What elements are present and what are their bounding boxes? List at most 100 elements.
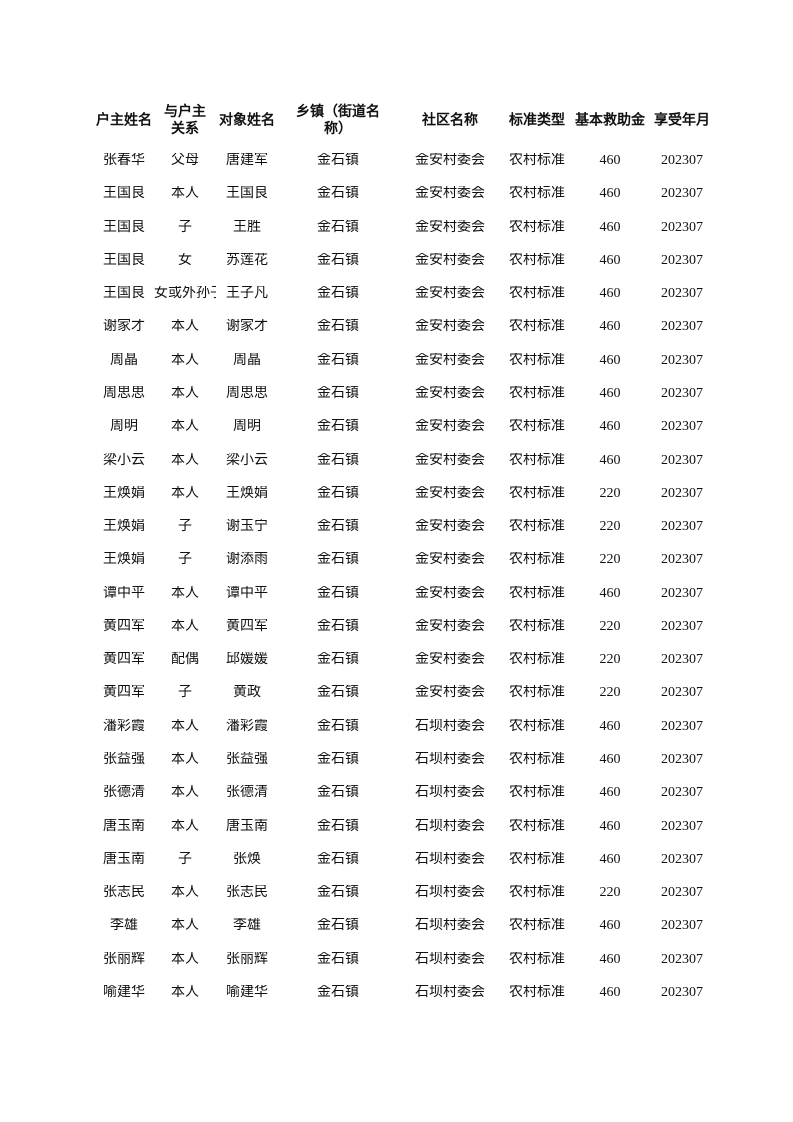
relation: 本人 — [171, 985, 199, 1000]
member-name: 周晶 — [233, 352, 261, 368]
period: 202307 — [661, 818, 703, 834]
allowance: 460 — [599, 918, 621, 934]
owner-name: 唐玉南 — [103, 818, 145, 834]
member-name: 张丽辉 — [226, 951, 268, 967]
town: 金石镇 — [317, 552, 359, 568]
allowance: 220 — [599, 618, 621, 634]
owner-name: 周晶 — [110, 352, 138, 368]
relation: 本人 — [171, 319, 199, 335]
period: 202307 — [661, 419, 703, 435]
owner-name: 李雄 — [110, 918, 138, 934]
community: 金安村委会 — [415, 219, 485, 235]
owner-name: 谭中平 — [103, 585, 145, 601]
period: 202307 — [661, 485, 703, 501]
allowance: 460 — [599, 785, 621, 801]
community: 金安村委会 — [415, 419, 485, 435]
period: 202307 — [661, 885, 703, 901]
standard-type: 农村标准 — [509, 585, 565, 601]
community: 石坝村委会 — [415, 918, 485, 934]
community: 石坝村委会 — [415, 785, 485, 801]
town: 金石镇 — [317, 885, 359, 901]
owner-name: 张春华 — [103, 153, 145, 168]
allowance: 460 — [599, 419, 621, 435]
member-name: 李雄 — [233, 918, 261, 934]
member-name: 周思思 — [226, 385, 268, 401]
town: 金石镇 — [317, 951, 359, 967]
standard-type: 农村标准 — [509, 818, 565, 834]
period: 202307 — [661, 519, 703, 535]
allowance: 220 — [599, 519, 621, 535]
relation: 本人 — [171, 918, 199, 934]
allowance: 460 — [599, 752, 621, 768]
town: 金石镇 — [317, 219, 359, 235]
period: 202307 — [661, 153, 703, 168]
owner-name: 张志民 — [103, 885, 145, 901]
town: 金石镇 — [317, 252, 359, 268]
standard-type: 农村标准 — [509, 219, 565, 235]
standard-type: 农村标准 — [509, 918, 565, 934]
allowance: 220 — [599, 685, 621, 701]
period: 202307 — [661, 319, 703, 335]
owner-name: 唐玉南 — [103, 851, 145, 867]
town: 金石镇 — [317, 685, 359, 701]
community: 金安村委会 — [415, 186, 485, 202]
member-name: 唐玉南 — [226, 818, 268, 834]
town: 金石镇 — [317, 752, 359, 768]
owner-name: 黄四军 — [103, 685, 145, 701]
town: 金石镇 — [317, 785, 359, 801]
standard-type: 农村标准 — [509, 785, 565, 801]
member-name: 黄四军 — [226, 618, 268, 634]
member-name: 黄政 — [233, 685, 261, 701]
header-town: 乡镇（街道名称） — [296, 104, 380, 137]
period: 202307 — [661, 618, 703, 634]
standard-type: 农村标准 — [509, 652, 565, 668]
period: 202307 — [661, 452, 703, 468]
community: 金安村委会 — [415, 319, 485, 335]
relation: 本人 — [171, 385, 199, 401]
member-name: 张志民 — [226, 885, 268, 901]
town: 金石镇 — [317, 452, 359, 468]
owner-name: 潘彩霞 — [103, 718, 145, 734]
owner-name: 黄四军 — [103, 652, 145, 668]
relation: 父母 — [171, 153, 199, 168]
relation: 子 — [178, 519, 192, 535]
member-name: 王国良 — [226, 186, 268, 202]
period: 202307 — [661, 652, 703, 668]
member-name: 王焕娟 — [226, 485, 268, 501]
header-allowance: 基本救助金 — [575, 112, 645, 129]
community: 金安村委会 — [415, 252, 485, 268]
town: 金石镇 — [317, 485, 359, 501]
owner-name: 王国良 — [103, 186, 145, 202]
relation: 女 — [178, 252, 192, 268]
town: 金石镇 — [317, 153, 359, 168]
standard-type: 农村标准 — [509, 752, 565, 768]
header-owner-name: 户主姓名 — [96, 112, 152, 129]
town: 金石镇 — [317, 918, 359, 934]
standard-type: 农村标准 — [509, 352, 565, 368]
member-name: 谭中平 — [226, 585, 268, 601]
member-name: 张益强 — [226, 752, 268, 768]
allowance: 460 — [599, 585, 621, 601]
period: 202307 — [661, 951, 703, 967]
allowance: 460 — [599, 286, 621, 302]
town: 金石镇 — [317, 851, 359, 867]
allowance: 460 — [599, 452, 621, 468]
header-period: 享受年月 — [654, 112, 710, 129]
community: 金安村委会 — [415, 153, 485, 168]
town: 金石镇 — [317, 385, 359, 401]
owner-name: 喻建华 — [103, 985, 145, 1000]
period: 202307 — [661, 552, 703, 568]
relation: 子 — [178, 219, 192, 235]
member-name: 邱媛媛 — [226, 652, 268, 668]
community: 金安村委会 — [415, 352, 485, 368]
town: 金石镇 — [317, 352, 359, 368]
community: 石坝村委会 — [415, 985, 485, 1000]
header-relation: 与户主关系 — [164, 104, 206, 137]
standard-type: 农村标准 — [509, 419, 565, 435]
community: 金安村委会 — [415, 652, 485, 668]
period: 202307 — [661, 219, 703, 235]
relation: 本人 — [171, 452, 199, 468]
relation: 本人 — [171, 818, 199, 834]
standard-type: 农村标准 — [509, 385, 565, 401]
town: 金石镇 — [317, 519, 359, 535]
